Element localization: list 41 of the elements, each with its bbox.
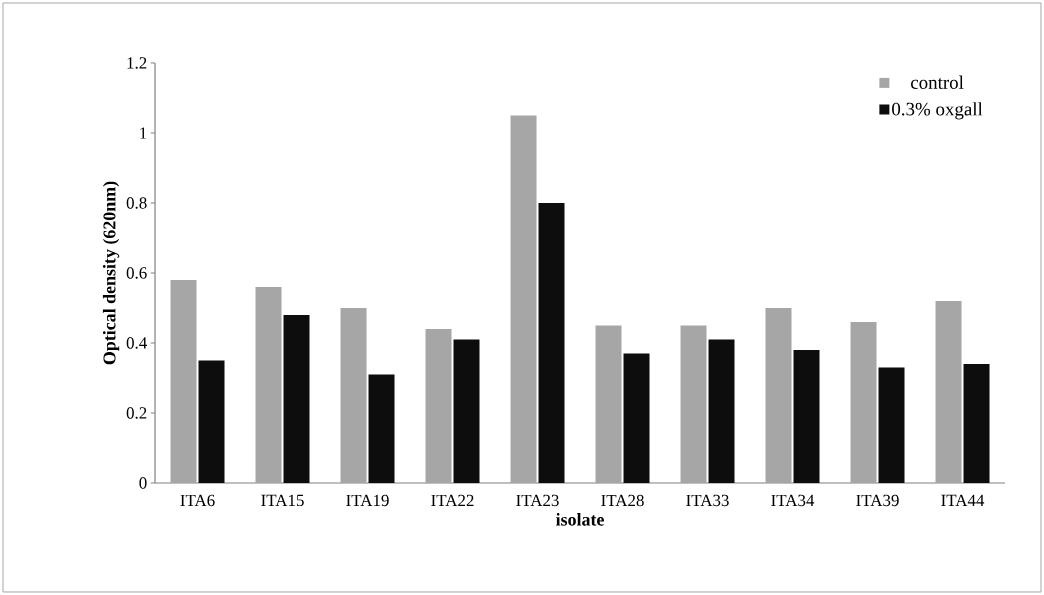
x-tick-label: ITA6: [180, 494, 215, 507]
x-tick-label: ITA34: [771, 494, 815, 507]
x-axis-title: isolate: [556, 513, 604, 526]
bar: [510, 115, 537, 483]
bar: [680, 325, 707, 483]
bar: [368, 374, 395, 483]
x-tick-label: ITA19: [346, 494, 389, 507]
x-tick-label: ITA15: [261, 494, 304, 507]
y-axis-title: Optical density (620nm): [102, 181, 120, 365]
bar: [255, 286, 282, 483]
bar: [850, 321, 877, 483]
bar: [935, 300, 962, 483]
x-tick-label: ITA44: [941, 494, 985, 506]
bar: [623, 353, 650, 483]
bar: [340, 307, 367, 483]
bar: [198, 360, 225, 483]
bar: [878, 367, 905, 483]
bar: [793, 349, 820, 483]
x-tick-label: ITA22: [431, 494, 474, 506]
bar: [283, 314, 310, 483]
x-tick-label: ITA39: [856, 494, 899, 507]
x-tick-label: ITA33: [686, 494, 729, 507]
y-tick-label: 0.8: [126, 197, 147, 209]
bar: [538, 202, 565, 483]
bar: [765, 307, 792, 483]
legend-label: control: [911, 75, 964, 89]
x-tick-label: ITA28: [601, 494, 644, 507]
y-tick-label: 0.2: [126, 407, 147, 419]
bar: [708, 339, 735, 483]
y-tick-label: 0.6: [126, 267, 147, 279]
bar: [170, 279, 197, 483]
bar: [963, 363, 990, 483]
y-tick-label: 1.2: [127, 57, 147, 69]
y-tick-label: 1: [140, 127, 147, 139]
bar: [595, 325, 622, 483]
x-tick-label: ITA23: [516, 494, 559, 507]
y-tick-label: 0: [139, 477, 147, 489]
y-tick-label: 0.4: [126, 337, 147, 349]
bar: [453, 339, 480, 483]
legend-label: 0.3% oxgall: [892, 102, 983, 120]
bar: [425, 328, 452, 483]
